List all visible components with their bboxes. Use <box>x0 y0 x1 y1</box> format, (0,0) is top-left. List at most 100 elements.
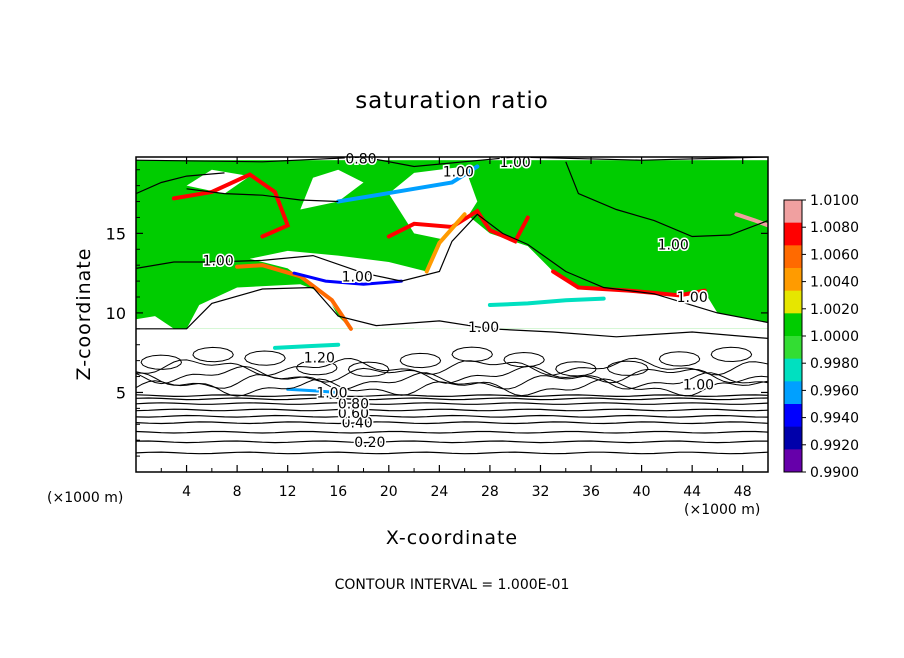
x-tick-label: 12 <box>279 484 297 500</box>
colorbar-label: 0.9960 <box>810 383 859 399</box>
contour-cell <box>347 361 390 377</box>
field-blue-streak <box>487 296 606 307</box>
contour-label: 1.00 <box>658 238 689 254</box>
contour-cell <box>451 346 493 362</box>
contour-label: 0.60 <box>338 406 369 422</box>
x-tick-label: 28 <box>481 484 499 500</box>
x-unit-label-left: (×1000 m) <box>47 490 124 506</box>
contour-line-wavy <box>136 372 768 391</box>
field-blue-streak <box>286 387 340 394</box>
colorbar-label: 0.9900 <box>810 465 859 481</box>
contour-cell <box>399 352 442 369</box>
field-blue-streak <box>336 164 480 204</box>
contour-line-wavy <box>136 357 768 376</box>
colorbar-label: 0.9940 <box>810 411 859 427</box>
field-white-patch <box>186 284 351 329</box>
chart-title: saturation ratio <box>355 88 549 114</box>
colorbar-swatch <box>784 313 802 337</box>
contour-line-1-00 <box>136 172 225 195</box>
field-white-patch <box>414 305 490 329</box>
colorbar-swatch <box>784 290 802 314</box>
colorbar-label: 1.0060 <box>810 247 859 263</box>
colorbar-swatch <box>784 381 802 405</box>
colorbar-swatch <box>784 426 802 450</box>
colorbar-swatch <box>784 449 802 473</box>
contour-label: 1.20 <box>304 350 335 366</box>
y-axis-title: Z-coordinate <box>73 247 95 381</box>
contour-label: 1.00 <box>443 164 474 180</box>
x-tick-label: 48 <box>734 484 752 500</box>
contour-cell <box>710 346 753 363</box>
contour-line-lower <box>136 421 768 425</box>
plot-frame <box>135 156 769 473</box>
x-tick-label: 4 <box>182 484 191 500</box>
x-tick-label: 44 <box>683 484 701 500</box>
contour-line-wavy <box>136 365 768 385</box>
field-edge-band <box>734 212 768 228</box>
contour-label: 0.40 <box>342 416 373 432</box>
field-edge-band <box>424 212 467 274</box>
x-tick-label: 8 <box>233 484 242 500</box>
colorbar-label: 0.9980 <box>810 356 859 372</box>
contour-label: 1.00 <box>677 290 708 306</box>
contour-label: 1.00 <box>203 253 234 269</box>
x-tick-label: 36 <box>582 484 600 500</box>
contour-label: 1.00 <box>500 155 531 171</box>
y-tick-label: 10 <box>106 304 126 323</box>
field-white-patch <box>249 212 768 329</box>
contour-cell <box>192 346 234 363</box>
contour-line-1-00 <box>565 161 768 238</box>
contour-line-lower <box>136 408 768 412</box>
contour-label: 1.00 <box>316 385 347 401</box>
x-tick-label: 40 <box>633 484 651 500</box>
contour-line-lower <box>136 430 768 434</box>
colorbar-label: 1.0000 <box>810 329 859 345</box>
contour-line-1-00 <box>186 188 339 203</box>
contour-label: 1.00 <box>342 269 373 285</box>
contour-cell <box>296 359 338 376</box>
colorbar-swatch <box>784 200 802 224</box>
contour-cell <box>555 361 597 377</box>
field-blue-streak <box>292 271 403 286</box>
field-edge-band <box>235 263 353 331</box>
contour-label: 1.00 <box>468 320 499 336</box>
contour-cell <box>244 350 286 366</box>
x-tick-label: 20 <box>380 484 398 500</box>
x-axis-title: X-coordinate <box>385 527 519 549</box>
field-white-patch <box>300 169 364 210</box>
colorbar-swatch <box>784 358 802 382</box>
colorbar-swatch <box>784 336 802 360</box>
colorbar-swatch <box>784 268 802 292</box>
contour-interval-note: CONTOUR INTERVAL = 1.000E-01 <box>334 577 570 593</box>
contour-line-1-00 <box>136 213 768 324</box>
field-white-patch <box>136 316 174 329</box>
contour-line-lower <box>136 397 768 401</box>
colorbar-label: 0.9920 <box>810 438 859 454</box>
x-tick-label: 24 <box>430 484 448 500</box>
contour-cell <box>658 351 701 367</box>
contour-lines <box>136 157 768 455</box>
field-blue-streak <box>273 342 341 350</box>
saturation-field <box>136 157 768 472</box>
colorbar: 1.0100 1.0080 1.0060 1.0040 1.0020 1.0000 0.99… <box>783 193 859 481</box>
contour-line-lower <box>136 414 768 418</box>
field-white-patch <box>186 169 250 194</box>
contour-line-lower <box>136 402 768 405</box>
colorbar-swatch <box>784 222 802 246</box>
contour-label: 0.20 <box>354 435 385 451</box>
contour-label: 1.00 <box>683 378 714 394</box>
colorbar-swatch <box>784 245 802 269</box>
x-tick-label: 32 <box>532 484 550 500</box>
contour-labels: 0.200.400.600.801.001.201.001.001.001.00… <box>201 150 715 452</box>
colorbar-label: 1.0020 <box>810 302 859 318</box>
x-tick-label: 16 <box>329 484 347 500</box>
field-edge-band <box>171 172 291 239</box>
contour-label: 0.80 <box>338 397 369 413</box>
y-tick-label: 5 <box>116 383 126 402</box>
colorbar-label: 1.0100 <box>810 193 859 209</box>
contour-line-1-00 <box>136 286 768 339</box>
contour-line-wavy <box>136 378 768 397</box>
